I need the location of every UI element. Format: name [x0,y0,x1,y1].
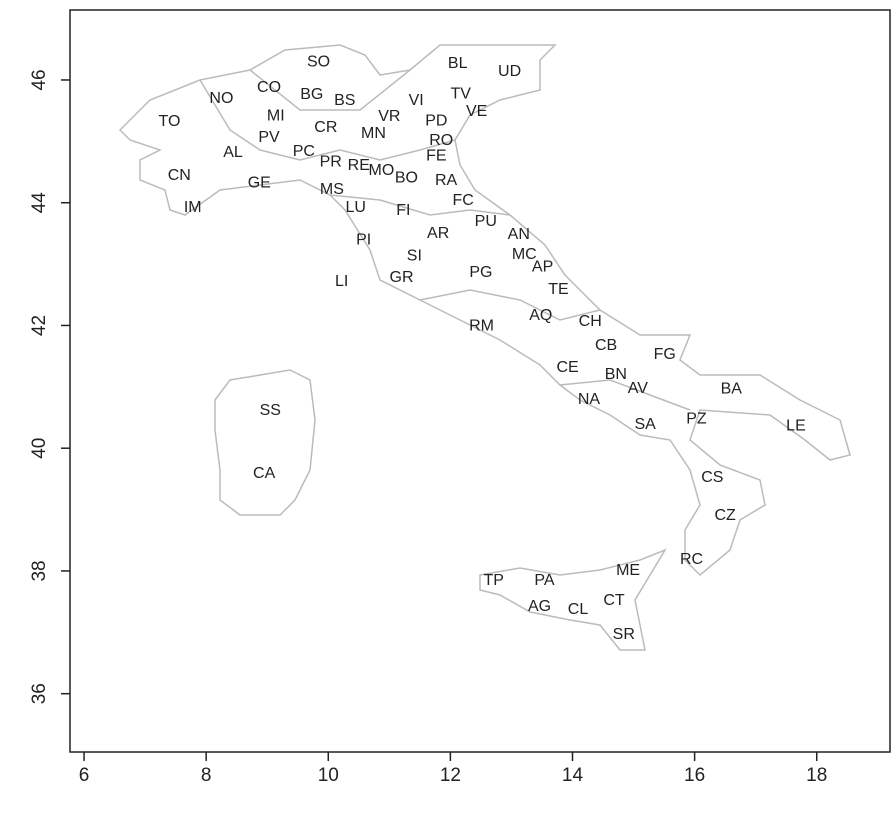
province-label: LU [346,199,366,216]
province-label: CN [168,167,191,184]
province-label: CB [595,337,617,354]
province-label: PV [258,129,280,146]
province-label: BG [300,86,323,103]
x-tick-label: 16 [684,765,705,786]
y-tick-label: 36 [29,683,50,704]
province-label: VE [466,103,487,120]
province-label: GR [390,269,414,286]
province-label: PG [469,264,492,281]
province-label: AR [427,225,449,242]
province-label: RC [680,551,703,568]
province-label: MO [369,162,395,179]
province-label: RA [435,172,458,189]
province-label: PZ [686,411,707,428]
y-tick-label: 46 [29,69,50,90]
province-label: VR [378,108,400,125]
province-label: UD [498,63,521,80]
x-tick-label: 8 [201,765,212,786]
province-label: RE [348,157,370,174]
province-label: BN [605,366,627,383]
province-label: ME [616,562,640,579]
province-label: PI [356,231,371,248]
province-label: MI [267,107,285,124]
province-label: CS [701,469,723,486]
province-label: GE [248,174,271,191]
province-label: CT [603,592,625,609]
province-label: CA [253,465,276,482]
province-label: MN [361,125,386,142]
province-label: CZ [714,507,736,524]
y-tick-label: 40 [29,438,50,459]
province-label: AV [628,380,648,397]
province-label: SI [407,247,422,264]
province-label: LI [335,273,348,290]
province-label: FC [453,192,474,209]
province-label: AG [528,598,551,615]
province-label: AP [532,258,553,275]
y-tick-label: 44 [29,192,50,214]
province-label: PU [475,213,497,230]
province-label: TE [548,281,568,298]
x-tick-label: 18 [806,765,827,786]
province-label: VI [409,92,424,109]
province-label: RM [469,317,494,334]
province-label: AN [508,226,530,243]
province-label: PD [425,112,447,129]
province-label: IM [184,199,202,216]
x-tick-label: 12 [440,765,461,786]
province-label: SR [613,626,635,643]
province-label: NO [209,90,233,107]
province-label: BA [721,381,743,398]
province-label: SS [260,402,281,419]
province-label: CO [257,79,281,96]
province-label: BS [334,92,355,109]
province-label: AQ [529,307,552,324]
province-label: TP [484,572,504,589]
province-label: BL [448,55,468,72]
province-label: CL [568,601,589,618]
province-label: FG [654,346,676,363]
province-label: TO [159,113,181,130]
x-tick-label: 14 [562,765,584,786]
province-label: FI [396,202,410,219]
province-label: CR [314,119,337,136]
province-label: MS [320,181,344,198]
province-label: BO [395,169,418,186]
province-label: LE [786,417,806,434]
y-tick-label: 42 [29,315,50,336]
province-label: SA [634,416,656,433]
province-label: PC [293,143,315,160]
province-label: NA [578,391,601,408]
province-label: AL [223,144,243,161]
province-label: SO [307,53,330,70]
map: 6 8 10 12 14 16 18 36 38 40 42 44 46 SO BL UD CO NO BG BS VI… [0,0,891,816]
province-label: PR [320,153,342,170]
province-label: CH [579,313,602,330]
province-label: FE [426,147,446,164]
x-tick-label: 6 [79,765,90,786]
province-label: TV [451,85,472,102]
y-tick-label: 38 [29,560,50,581]
province-label: PA [534,572,554,589]
x-tick-label: 10 [318,765,339,786]
province-label: CE [557,359,579,376]
